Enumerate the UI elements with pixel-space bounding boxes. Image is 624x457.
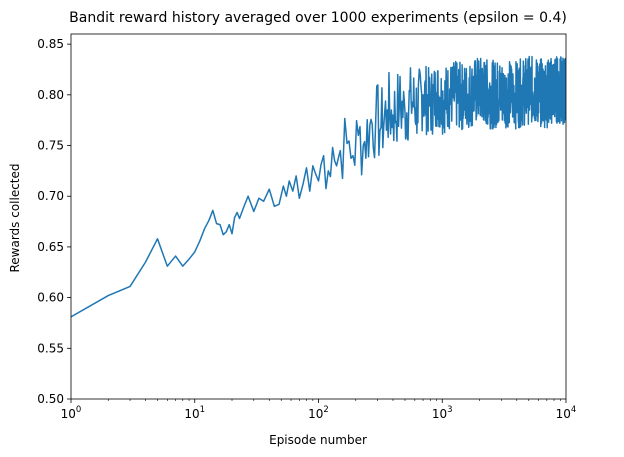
chart-title: Bandit reward history averaged over 1000… [69,10,567,26]
series-line [71,55,566,318]
x-tick-label: 100 [61,405,82,421]
y-tick-label: 0.50 [37,392,64,406]
x-tick-label: 104 [556,405,577,421]
y-tick-label: 0.75 [37,139,64,153]
y-tick-label: 0.80 [37,88,64,102]
x-tick-label: 103 [432,405,453,421]
x-tick-label: 102 [308,405,329,421]
y-tick-label: 0.85 [37,37,64,51]
x-axis: 100 101 102 103 104 [61,399,577,421]
y-tick-label: 0.65 [37,240,64,254]
y-axis: 0.50 0.55 0.60 0.65 0.70 0.75 0.80 0.85 [37,37,71,406]
x-tick-label: 101 [184,405,205,421]
y-tick-label: 0.60 [37,291,64,305]
y-tick-label: 0.55 [37,341,64,355]
y-axis-title: Rewards collected [8,163,22,272]
x-axis-title: Episode number [269,433,367,447]
y-tick-label: 0.70 [37,189,64,203]
